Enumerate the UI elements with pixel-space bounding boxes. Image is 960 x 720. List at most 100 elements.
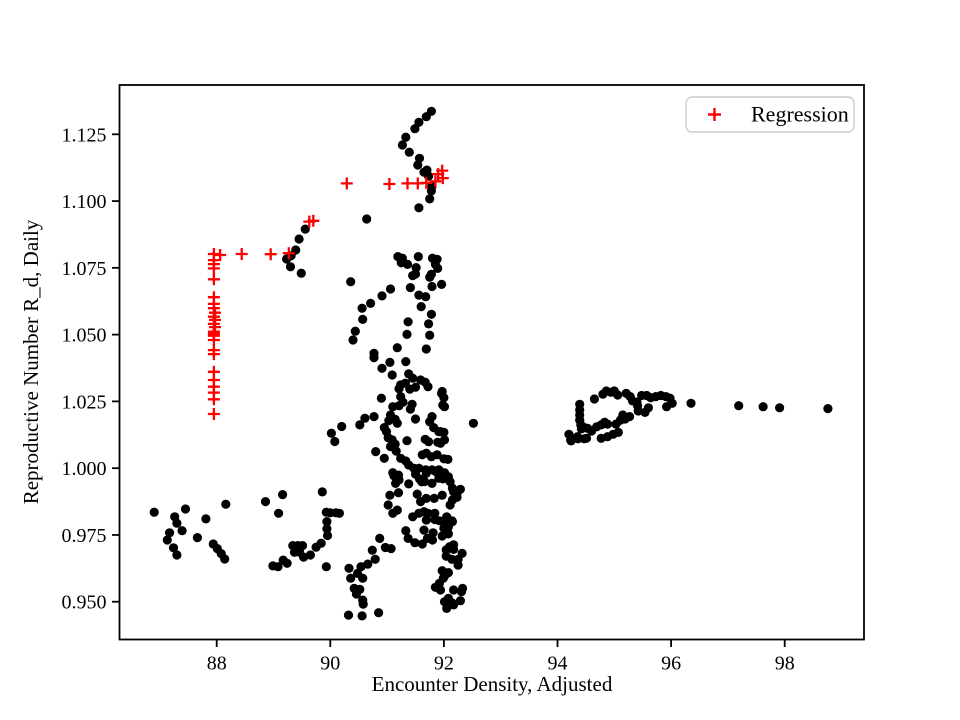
- scatter-point: [369, 412, 379, 422]
- scatter-point: [589, 394, 600, 404]
- y-axis-tick-label: 1.100: [62, 191, 107, 213]
- scatter-point: [424, 319, 434, 329]
- scatter-point: [468, 418, 478, 428]
- regression-marker: [383, 178, 396, 190]
- scatter-point: [285, 262, 296, 272]
- scatter-point: [326, 428, 336, 438]
- scatter-point: [457, 548, 467, 559]
- scatter-point: [434, 516, 444, 526]
- scatter-point: [397, 140, 407, 150]
- scatter-point: [404, 147, 414, 157]
- scatter-point: [282, 558, 292, 568]
- scatter-point: [403, 533, 413, 544]
- scatter-point: [438, 573, 448, 583]
- scatter-point: [192, 533, 202, 543]
- y-axis-tick-label: 1.025: [62, 391, 107, 413]
- scatter-point: [358, 573, 368, 583]
- regression-marker: [420, 176, 433, 189]
- scatter-point: [402, 436, 412, 446]
- scatter-point: [386, 544, 396, 554]
- scatter-point: [453, 560, 463, 570]
- scatter-point: [426, 309, 436, 319]
- scatter-point: [360, 413, 370, 423]
- scatter-point: [410, 382, 421, 392]
- scatter-point: [435, 438, 446, 448]
- scatter-point: [388, 402, 398, 412]
- scatter-point: [417, 477, 427, 487]
- scatter-point: [388, 508, 398, 518]
- y-axis-tick-label: 1.050: [62, 325, 107, 347]
- scatter-point: [613, 427, 623, 437]
- legend-box: [685, 96, 855, 133]
- scatter-point: [758, 402, 768, 412]
- scatter-point: [385, 357, 395, 367]
- scatter-point: [350, 326, 360, 336]
- scatter-point: [346, 277, 356, 287]
- scatter-point: [391, 446, 401, 456]
- scatter-point: [427, 535, 438, 545]
- scatter-point: [421, 515, 431, 525]
- scatter-point: [412, 489, 422, 499]
- scatter-point: [162, 535, 172, 545]
- scatter-point: [424, 437, 434, 447]
- scatter-point: [375, 533, 385, 544]
- scatter-point: [391, 478, 401, 488]
- scatter-point: [374, 608, 384, 618]
- regression-marker: [207, 273, 220, 286]
- scatter-point: [401, 357, 411, 367]
- regression-marker: [207, 262, 220, 275]
- scatter-point: [447, 517, 457, 527]
- scatter-point: [416, 302, 426, 312]
- scatter-point: [260, 497, 271, 507]
- scatter-point: [379, 453, 389, 463]
- scatter-point: [403, 317, 413, 327]
- scatter-point: [317, 487, 327, 497]
- scatter-point: [428, 528, 438, 538]
- scatter-point: [311, 542, 321, 552]
- x-axis-tick-label: 90: [320, 653, 340, 675]
- scatter-point: [405, 404, 415, 414]
- scatter-point: [421, 493, 431, 503]
- x-axis-label: Encounter Density, Adjusted: [372, 672, 613, 696]
- scatter-point: [349, 583, 359, 594]
- regression-marker: [207, 334, 220, 346]
- scatter-point: [392, 418, 402, 428]
- y-axis-tick-label: 1.000: [62, 458, 107, 480]
- scatter-point: [437, 388, 447, 398]
- scatter-point: [686, 398, 696, 408]
- scatter-point: [434, 473, 444, 483]
- regression-marker: [264, 248, 277, 261]
- scatter-point: [346, 573, 356, 583]
- scatter-point: [337, 421, 347, 432]
- regression-marker: [282, 247, 295, 260]
- scatter-point: [343, 610, 354, 620]
- scatter-point: [410, 469, 421, 479]
- scatter-point: [449, 540, 459, 550]
- x-axis-tick-label: 96: [661, 653, 681, 675]
- scatter-point: [393, 470, 404, 480]
- scatter-point: [410, 538, 420, 548]
- y-axis-label: Reproductive Number R_d, Daily: [19, 219, 43, 504]
- scatter-point: [172, 550, 182, 560]
- scatter-point: [220, 554, 230, 564]
- scatter-point: [322, 517, 332, 527]
- scatter-point: [321, 562, 331, 572]
- scatter-point: [455, 484, 465, 494]
- scatter-point: [423, 382, 433, 392]
- scatter-point: [392, 343, 402, 353]
- scatter-point: [377, 291, 387, 301]
- scatter-point: [305, 550, 315, 560]
- scatter-point: [376, 393, 386, 403]
- scatter-point: [435, 427, 446, 437]
- scatter-point: [369, 353, 379, 363]
- scatter-point: [410, 124, 420, 134]
- plot-frame: [118, 84, 865, 641]
- scatter-point: [402, 259, 413, 269]
- scatter-point: [427, 478, 437, 488]
- scatter-point: [432, 450, 442, 460]
- scatter-point: [402, 329, 412, 339]
- scatter-point: [366, 298, 376, 308]
- legend-label: Regression: [751, 102, 849, 127]
- scatter-point: [300, 224, 310, 234]
